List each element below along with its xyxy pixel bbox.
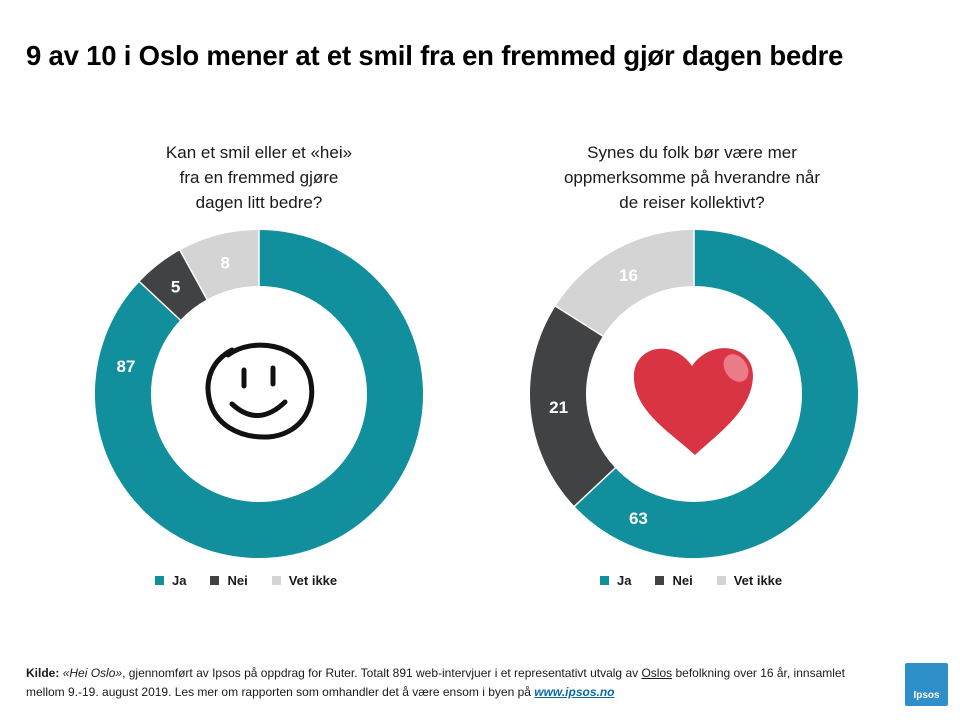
- slice-separator: [178, 249, 209, 301]
- slice-separator: [573, 466, 617, 508]
- chart2-question-line: de reiser kollektivt?: [619, 193, 765, 212]
- legend-label: Ja: [172, 573, 187, 588]
- ipsos-link[interactable]: www.ipsos.no: [534, 685, 615, 699]
- report-name: «Hei Oslo»: [62, 666, 123, 680]
- donut-slice-nei: [139, 250, 208, 321]
- legend-item-vet-ikke: Vet ikke: [716, 573, 783, 588]
- slice-separator: [554, 304, 605, 338]
- chart1-question-line: Kan et smil eller et «hei»: [165, 143, 353, 162]
- chart1-question: Kan et smil eller et «hei» fra en fremme…: [99, 140, 419, 215]
- legend-label: Vet ikke: [288, 573, 338, 588]
- source-label: Kilde:: [26, 666, 60, 680]
- data-label: 5: [171, 278, 180, 297]
- data-label: 16: [619, 266, 638, 285]
- chart2-legend: Ja Nei Vet ikke: [600, 573, 782, 588]
- donut-slice-vet-ikke: [555, 230, 695, 337]
- legend-swatch: [155, 576, 164, 585]
- legend-swatch: [600, 576, 609, 585]
- donut-slice-ja: [574, 230, 858, 558]
- data-label: 21: [549, 398, 568, 417]
- chart2-question-line: Synes du folk bør være mer: [587, 143, 797, 162]
- chart1-question-line: fra en fremmed gjøre: [179, 168, 339, 187]
- heart-icon: [633, 348, 753, 455]
- donut-slice-ja: [95, 230, 423, 558]
- slice-separator: [138, 280, 182, 322]
- footnote-text: befolkning over 16 år, innsamlet mellom …: [26, 666, 845, 699]
- chart1-question-line: dagen litt bedre?: [195, 193, 323, 212]
- donut-chart-2: 63 21 16: [530, 229, 858, 558]
- page-title: 9 av 10 i Oslo mener at et smil fra en f…: [26, 40, 844, 71]
- legend-item-ja: Ja: [155, 573, 186, 588]
- donut-slice-nei: [530, 306, 616, 507]
- donut-slice-vet-ikke: [179, 230, 260, 300]
- legend-swatch: [271, 576, 281, 585]
- source-footnote: Kilde: «Hei Oslo», gjennomført av Ipsos …: [26, 664, 876, 702]
- chart2-question: Synes du folk bør være mer oppmerksomme …: [532, 140, 852, 215]
- legend-item-nei: Nei: [210, 573, 248, 588]
- data-label: 87: [116, 357, 135, 376]
- legend-item-nei: Nei: [655, 573, 693, 588]
- legend-item-ja: Ja: [600, 573, 631, 588]
- legend-swatch: [655, 576, 665, 585]
- ipsos-logo: Ipsos: [905, 663, 948, 706]
- data-label: 8: [220, 253, 229, 272]
- chart2-question-line: oppmerksomme på hverandre når: [563, 168, 821, 187]
- legend-label: Nei: [227, 573, 248, 588]
- chart1-legend: Ja Nei Vet ikke: [155, 573, 337, 588]
- smiley-icon: [205, 342, 315, 440]
- legend-label: Nei: [672, 573, 693, 588]
- data-label: 63: [629, 509, 648, 528]
- donut-chart-1: 87 5 8: [95, 229, 423, 558]
- footnote-oslo: Oslos: [641, 666, 673, 680]
- legend-label: Vet ikke: [733, 573, 783, 588]
- footnote-text: , gjennomført av Ipsos på oppdrag for Ru…: [122, 666, 642, 680]
- legend-item-vet-ikke: Vet ikke: [271, 573, 338, 588]
- legend-label: Ja: [617, 573, 632, 588]
- legend-swatch: [210, 576, 220, 585]
- legend-swatch: [716, 576, 726, 585]
